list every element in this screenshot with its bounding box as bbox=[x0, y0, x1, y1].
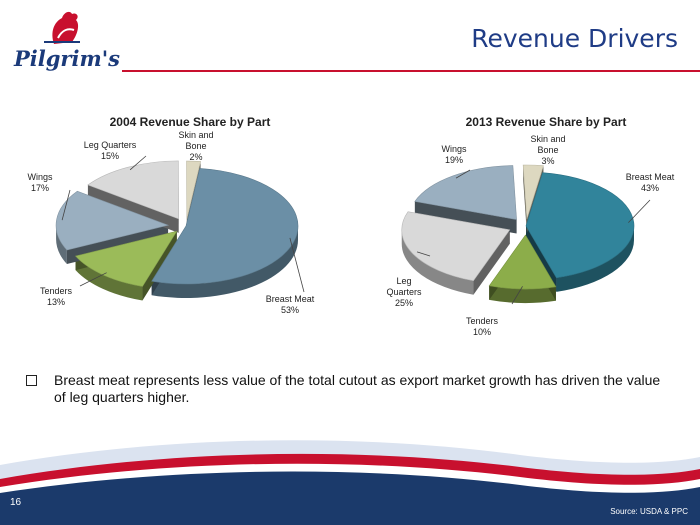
pie-slice bbox=[401, 211, 511, 282]
leader-line bbox=[455, 169, 471, 179]
slice-value-label: 17% bbox=[31, 183, 49, 193]
chart-2013: 2013 Revenue Share by Part Breast Meat 43%… bbox=[350, 106, 700, 346]
slice-name-label: Bone bbox=[537, 145, 558, 155]
pilgrims-logo: Pilgrim's bbox=[14, 8, 120, 78]
leader-line bbox=[61, 189, 71, 221]
leader-line bbox=[511, 286, 523, 305]
page-number: 16 bbox=[10, 497, 22, 508]
bullet-point: Breast meat represents less value of the… bbox=[26, 372, 666, 406]
slice-value-label: 25% bbox=[395, 298, 413, 308]
pie-slice-wall bbox=[142, 231, 177, 301]
chart-title: 2004 Revenue Share by Part bbox=[110, 115, 271, 129]
slice-name-label: Quarters bbox=[386, 287, 422, 297]
slice-value-label: 2% bbox=[189, 152, 202, 162]
leader-line bbox=[628, 199, 651, 223]
leader-line bbox=[416, 251, 431, 257]
slice-value-label: 15% bbox=[101, 151, 119, 161]
leader-line bbox=[79, 272, 107, 287]
leader-line bbox=[129, 155, 147, 171]
slice-name-label: Breast Meat bbox=[266, 294, 315, 304]
title-divider bbox=[122, 70, 700, 72]
pie-slice bbox=[151, 168, 299, 285]
slice-name-label: Leg Quarters bbox=[84, 140, 137, 150]
bullet-text: Breast meat represents less value of the… bbox=[54, 372, 661, 405]
slice-value-label: 10% bbox=[473, 327, 491, 337]
slice-name-label: Leg bbox=[396, 276, 411, 286]
pie-slice-wall bbox=[473, 229, 510, 295]
pie-chart-2004: 2004 Revenue Share by Part Breast Meat53%… bbox=[27, 115, 315, 315]
pie-chart-2013: 2013 Revenue Share by Part Breast Meat43%… bbox=[386, 115, 675, 337]
source-note: Source: USDA & PPC bbox=[610, 507, 688, 516]
leader-line bbox=[289, 237, 305, 293]
slice-name-label: Skin and bbox=[178, 130, 213, 140]
slice-name-label: Wings bbox=[441, 144, 467, 154]
pie-slice bbox=[525, 172, 635, 279]
pie-slice-side bbox=[556, 226, 634, 292]
chart-2004: 2004 Revenue Share by Part Breast Meat 53%… bbox=[0, 106, 350, 346]
pie-slice bbox=[414, 165, 517, 220]
pie-slice-side bbox=[489, 285, 556, 303]
slice-value-label: 13% bbox=[47, 297, 65, 307]
logo-text: Pilgrim's bbox=[14, 46, 120, 71]
pie-slice bbox=[186, 160, 201, 220]
footer-wave bbox=[0, 440, 700, 525]
slice-name-label: Bone bbox=[185, 141, 206, 151]
pie-slice bbox=[87, 160, 179, 220]
slice-value-label: 53% bbox=[281, 305, 299, 315]
slice-value-label: 19% bbox=[445, 155, 463, 165]
pie-slice-side bbox=[151, 226, 298, 298]
pie-slice bbox=[522, 164, 544, 220]
pie-slice-side bbox=[75, 256, 143, 301]
rooster-icon bbox=[44, 11, 80, 44]
pie-slice-side bbox=[56, 225, 67, 265]
slice-name-label: Tenders bbox=[466, 316, 499, 326]
slice-value-label: 43% bbox=[641, 183, 659, 193]
pie-slice bbox=[55, 190, 170, 251]
slice-value-label: 3% bbox=[541, 156, 554, 166]
pie-slice-side bbox=[401, 229, 474, 295]
slice-name-label: Tenders bbox=[40, 286, 73, 296]
slice-name-label: Skin and bbox=[530, 134, 565, 144]
checkbox-bullet-icon bbox=[26, 375, 37, 386]
pie-slice-wall bbox=[414, 201, 517, 234]
slice-name-label: Wings bbox=[27, 172, 53, 182]
pie-slice bbox=[488, 234, 557, 290]
chart-title: 2013 Revenue Share by Part bbox=[466, 115, 627, 129]
page-title: Revenue Drivers bbox=[471, 24, 678, 53]
slice-name-label: Breast Meat bbox=[626, 172, 675, 182]
